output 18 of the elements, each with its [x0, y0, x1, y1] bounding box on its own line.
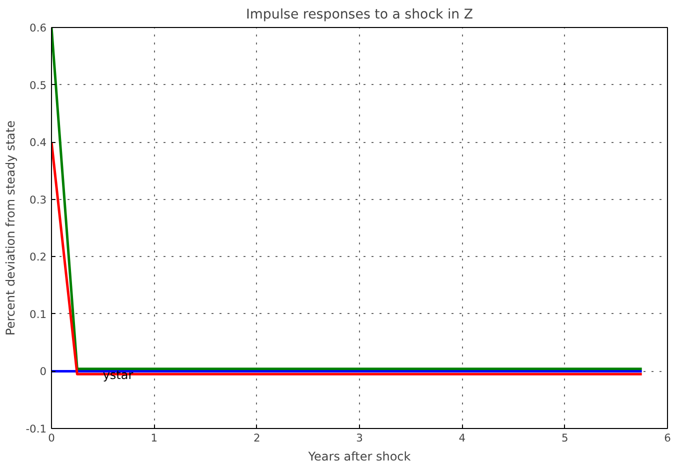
y-tick-label: 0.1 — [30, 308, 47, 321]
x-tick-label: 6 — [664, 432, 672, 444]
y-tick-label: -0.1 — [26, 422, 47, 436]
y-tick-label: 0.6 — [30, 22, 47, 34]
x-tick-label: 1 — [150, 432, 158, 444]
x-axis-title: Years after shock — [307, 450, 411, 464]
x-tick-label: 3 — [356, 432, 363, 444]
x-tick-label: 4 — [458, 432, 466, 444]
chart-title: Impulse responses to a shock in Z — [246, 8, 474, 22]
y-tick-label: 0.4 — [30, 136, 47, 150]
x-tick-label: 2 — [253, 432, 260, 444]
y-tick-label: 0.3 — [30, 193, 47, 206]
y-tick-label: 0.5 — [30, 78, 47, 92]
x-tick-label: 5 — [561, 432, 568, 444]
y-tick-label: 0 — [40, 365, 47, 378]
x-tick-label: 0 — [48, 432, 56, 444]
y-tick-label: 0.2 — [30, 250, 47, 264]
y-axis-title: Percent deviation from steady state — [4, 120, 18, 336]
